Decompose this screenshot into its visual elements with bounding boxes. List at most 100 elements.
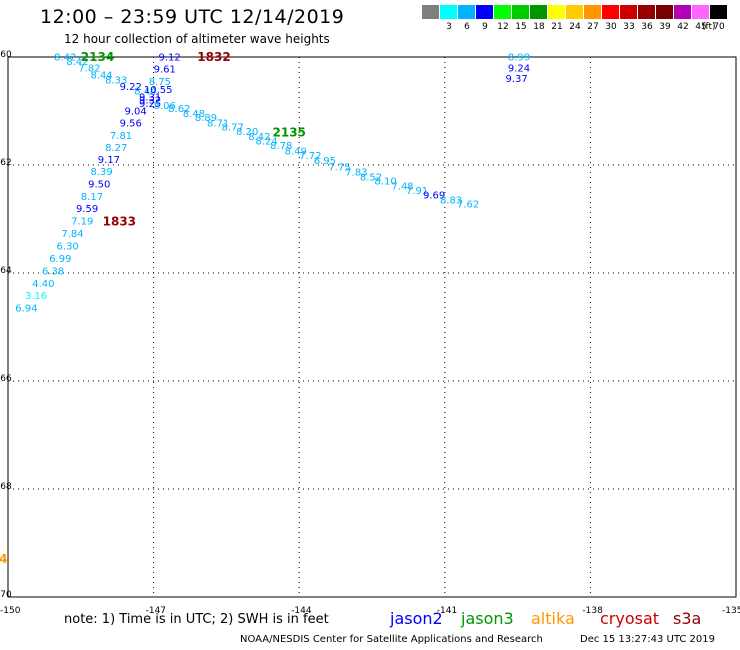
map-frame [7,56,737,598]
latitude-tick-label: -66 [0,374,12,384]
mission-name: jason3 [461,609,514,628]
mission-name: altika [531,609,575,628]
wave-height-value: 9.32 [139,96,161,107]
longitude-tick-label: -144 [291,606,312,616]
legend-swatch [656,5,673,19]
legend-label: 36 [641,22,653,32]
wave-height-value: 9.31 [139,92,161,103]
wave-height-value: 8.24 [256,137,278,148]
wave-height-value: 8.52 [360,172,382,183]
legend-swatch [602,5,619,19]
wave-height-value: 8.99 [508,53,530,64]
legend-swatch [566,5,583,19]
wave-height-value: 8.20 [236,127,258,138]
wave-height-value: 8.83 [440,196,462,207]
wave-height-value: 6.99 [49,254,71,265]
wave-height-value: 8.06 [154,101,176,112]
color-legend: 3 6 9 12 15 18 21 24 27 30 33 36 39 42 45 70 (ft) [422,5,728,35]
generation-timestamp: Dec 15 13:27:43 UTC 2019 [580,634,715,645]
latitude-tick-label: -68 [0,482,12,492]
wave-height-value: 9.25 [139,99,161,110]
wave-height-value: 8.78 [270,141,292,152]
latitude-tick-label: -60 [0,50,12,60]
wave-height-value: 9.50 [88,179,110,190]
longitude-tick-label: -147 [145,606,167,616]
pass-time-label: 2135 [273,126,306,140]
wave-height-value: 9.12 [158,53,180,64]
legend-swatch [458,5,475,19]
legend-swatch [674,5,691,19]
legend-swatch [476,5,493,19]
longitude-tick-label: -138 [582,606,603,616]
wave-height-value: 8.10 [374,177,396,188]
legend-label: 42 [677,22,689,32]
wave-height-value: 7.19 [71,217,93,228]
legend-label: 30 [605,22,617,32]
legend-swatch [584,5,601,19]
longitude-tick-label: -150 [0,606,21,616]
pass-time-label: 1724 [0,552,7,566]
wave-height-value: 9.22 [120,82,142,93]
wave-height-value: 9.17 [98,155,120,166]
legend-label: 21 [551,22,563,32]
map-subtitle: 12 hour collection of altimeter wave hei… [64,32,330,46]
wave-height-value: 7.82 [78,63,100,74]
pass-time-label: 1833 [103,215,136,229]
wave-height-value: 7.83 [345,168,367,179]
pass-time-label: 2134 [81,50,114,64]
wave-height-value: 7.84 [61,229,83,240]
wave-height-value: 8.44 [134,87,156,98]
wave-height-value: 7.62 [457,199,479,210]
wave-height-value: 9.69 [423,191,445,202]
footer-note: note: 1) Time is in UTC; 2) SWH is in fe… [64,612,329,627]
wave-height-value: 8.27 [105,143,127,154]
credit-line: NOAA/NESDIS Center for Satellite Applica… [240,634,543,645]
longitude-tick-label: -141 [436,606,458,616]
wave-height-value: 7.48 [391,182,413,193]
wave-height-value: 9.56 [120,118,142,129]
legend-label: 18 [533,22,545,32]
wave-height-value: 8.42 [66,57,88,68]
legend-label: 39 [659,22,671,32]
legend-label: 15 [515,22,527,32]
legend-label: 70 [713,22,725,32]
wave-height-value: 9.24 [508,63,530,74]
legend-label: 27 [587,22,599,32]
map-title: 12:00 – 23:59 UTC 12/14/2019 [40,6,345,28]
legend-swatch [440,5,457,19]
legend-swatch [494,5,511,19]
legend-swatch [710,5,727,19]
wave-height-value: 8.44 [91,70,113,81]
wave-height-value: 9.04 [124,107,146,118]
latitude-tick-label: -64 [0,266,12,276]
legend-label: 9 [482,22,488,32]
wave-height-value: 3.16 [25,291,47,302]
wave-height-value: 8.77 [222,123,244,134]
wave-height-value: 8.39 [91,167,113,178]
wave-height-value: 6.95 [314,156,336,167]
latitude-tick-label: -70 [0,590,12,600]
wave-height-value: 8.33 [105,76,127,87]
wave-height-value: 8.42 [248,132,270,143]
wave-height-value: 8.42 [54,53,76,64]
wave-height-value: 8.49 [285,146,307,157]
wave-height-value: 6.38 [42,266,64,277]
legend-label: 3 [446,22,452,32]
wave-height-value: 7.72 [299,151,321,162]
pass-time-label: 1832 [197,50,230,64]
legend-swatch [530,5,547,19]
wave-height-value: 8.71 [207,118,229,129]
wave-height-value: 8.75 [149,77,171,88]
wave-height-value: 8.17 [81,192,103,203]
wave-height-value: 7.81 [110,131,132,142]
wave-height-value: 8.89 [195,113,217,124]
legend-label: 33 [623,22,635,32]
legend-swatch [638,5,655,19]
legend-unit: (ft) [702,22,716,32]
legend-swatch [512,5,529,19]
wave-height-value: 9.59 [76,204,98,215]
wave-height-value: 4.40 [32,279,54,290]
wave-height-value: 7.91 [406,186,428,197]
legend-swatch [548,5,565,19]
